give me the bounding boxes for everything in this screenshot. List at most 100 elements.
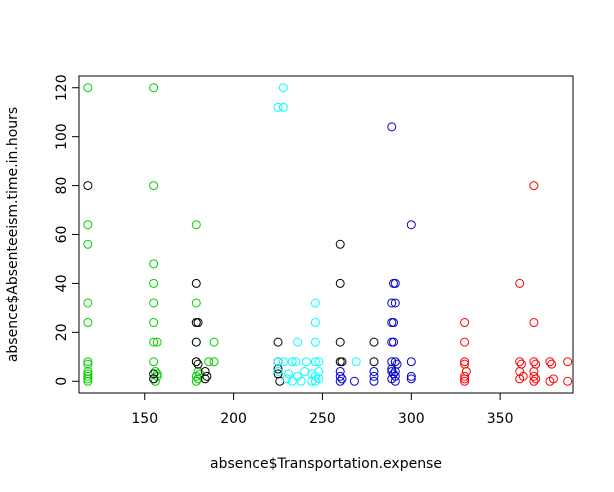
data-point	[193, 359, 203, 369]
x-axis: 150 200 250 300 350	[131, 392, 514, 427]
data-point	[278, 357, 288, 367]
data-point	[83, 239, 93, 249]
data-point	[310, 337, 320, 347]
points-layer	[83, 83, 573, 386]
data-point	[515, 374, 525, 384]
data-point	[149, 357, 159, 367]
data-point	[460, 374, 470, 384]
data-point	[149, 374, 159, 384]
data-point	[149, 298, 159, 308]
data-point	[310, 298, 320, 308]
y-axis: 0 20 40 60 80 100 120	[54, 74, 80, 386]
data-point	[310, 376, 320, 386]
data-point	[387, 298, 397, 308]
data-point	[529, 357, 539, 367]
data-point	[200, 374, 210, 384]
data-point	[278, 83, 288, 93]
data-point	[83, 298, 93, 308]
y-axis-label: absence$Absenteeism.time.in.hours	[5, 107, 21, 362]
data-point	[193, 318, 203, 328]
data-point	[387, 357, 397, 367]
data-point	[282, 374, 292, 384]
data-point	[390, 298, 400, 308]
data-point	[83, 83, 93, 93]
data-point	[149, 83, 159, 93]
data-point	[149, 318, 159, 328]
data-point	[389, 337, 399, 347]
data-point	[390, 357, 400, 367]
data-point	[337, 374, 347, 384]
data-point	[284, 369, 294, 379]
data-point	[545, 357, 555, 367]
data-point	[314, 366, 324, 376]
data-point	[515, 278, 525, 288]
data-point	[152, 337, 162, 347]
data-point	[335, 376, 345, 386]
data-point	[460, 376, 470, 386]
data-point	[310, 318, 320, 328]
y-tick-label: 40	[54, 275, 70, 293]
data-point	[149, 259, 159, 269]
data-point	[191, 220, 201, 230]
data-point	[200, 366, 210, 376]
data-point	[548, 374, 558, 384]
data-point	[83, 357, 93, 367]
data-point	[83, 366, 93, 376]
data-point	[191, 376, 201, 386]
data-point	[531, 374, 541, 384]
data-point	[191, 371, 201, 381]
data-point	[209, 357, 219, 367]
data-point	[389, 318, 399, 328]
data-point	[390, 366, 400, 376]
data-point	[314, 357, 324, 367]
x-tick-label: 350	[487, 411, 514, 427]
data-point	[273, 357, 283, 367]
x-tick-label: 250	[309, 411, 336, 427]
data-point	[191, 298, 201, 308]
data-point	[547, 359, 557, 369]
data-point	[287, 357, 297, 367]
data-point	[273, 364, 283, 374]
data-point	[460, 337, 470, 347]
data-point	[202, 371, 212, 381]
data-point	[291, 357, 301, 367]
y-tick-label: 60	[54, 226, 70, 244]
data-point	[515, 357, 525, 367]
x-tick-label: 200	[220, 411, 247, 427]
data-point	[335, 239, 345, 249]
data-point	[369, 357, 379, 367]
data-point	[273, 366, 283, 376]
data-point	[406, 371, 416, 381]
y-tick-label: 80	[54, 177, 70, 195]
data-point	[204, 357, 214, 367]
data-point	[529, 371, 539, 381]
data-point	[369, 376, 379, 386]
y-tick-label: 20	[54, 323, 70, 341]
data-point	[149, 337, 159, 347]
data-point	[83, 369, 93, 379]
data-point	[310, 357, 320, 367]
data-point	[273, 337, 283, 347]
y-tick-label: 100	[54, 123, 70, 150]
data-point	[529, 318, 539, 328]
data-point	[337, 357, 347, 367]
data-point	[389, 278, 399, 288]
data-point	[563, 376, 573, 386]
data-point	[529, 181, 539, 191]
data-point	[406, 357, 416, 367]
data-point	[563, 357, 573, 367]
data-point	[193, 374, 203, 384]
data-point	[406, 374, 416, 384]
data-point	[369, 371, 379, 381]
data-point	[296, 376, 306, 386]
x-tick-label: 300	[398, 411, 425, 427]
data-point	[83, 359, 93, 369]
data-point	[529, 376, 539, 386]
data-point	[273, 102, 283, 112]
data-point	[149, 181, 159, 191]
data-point	[193, 366, 203, 376]
data-point	[349, 376, 359, 386]
data-point	[301, 357, 311, 367]
